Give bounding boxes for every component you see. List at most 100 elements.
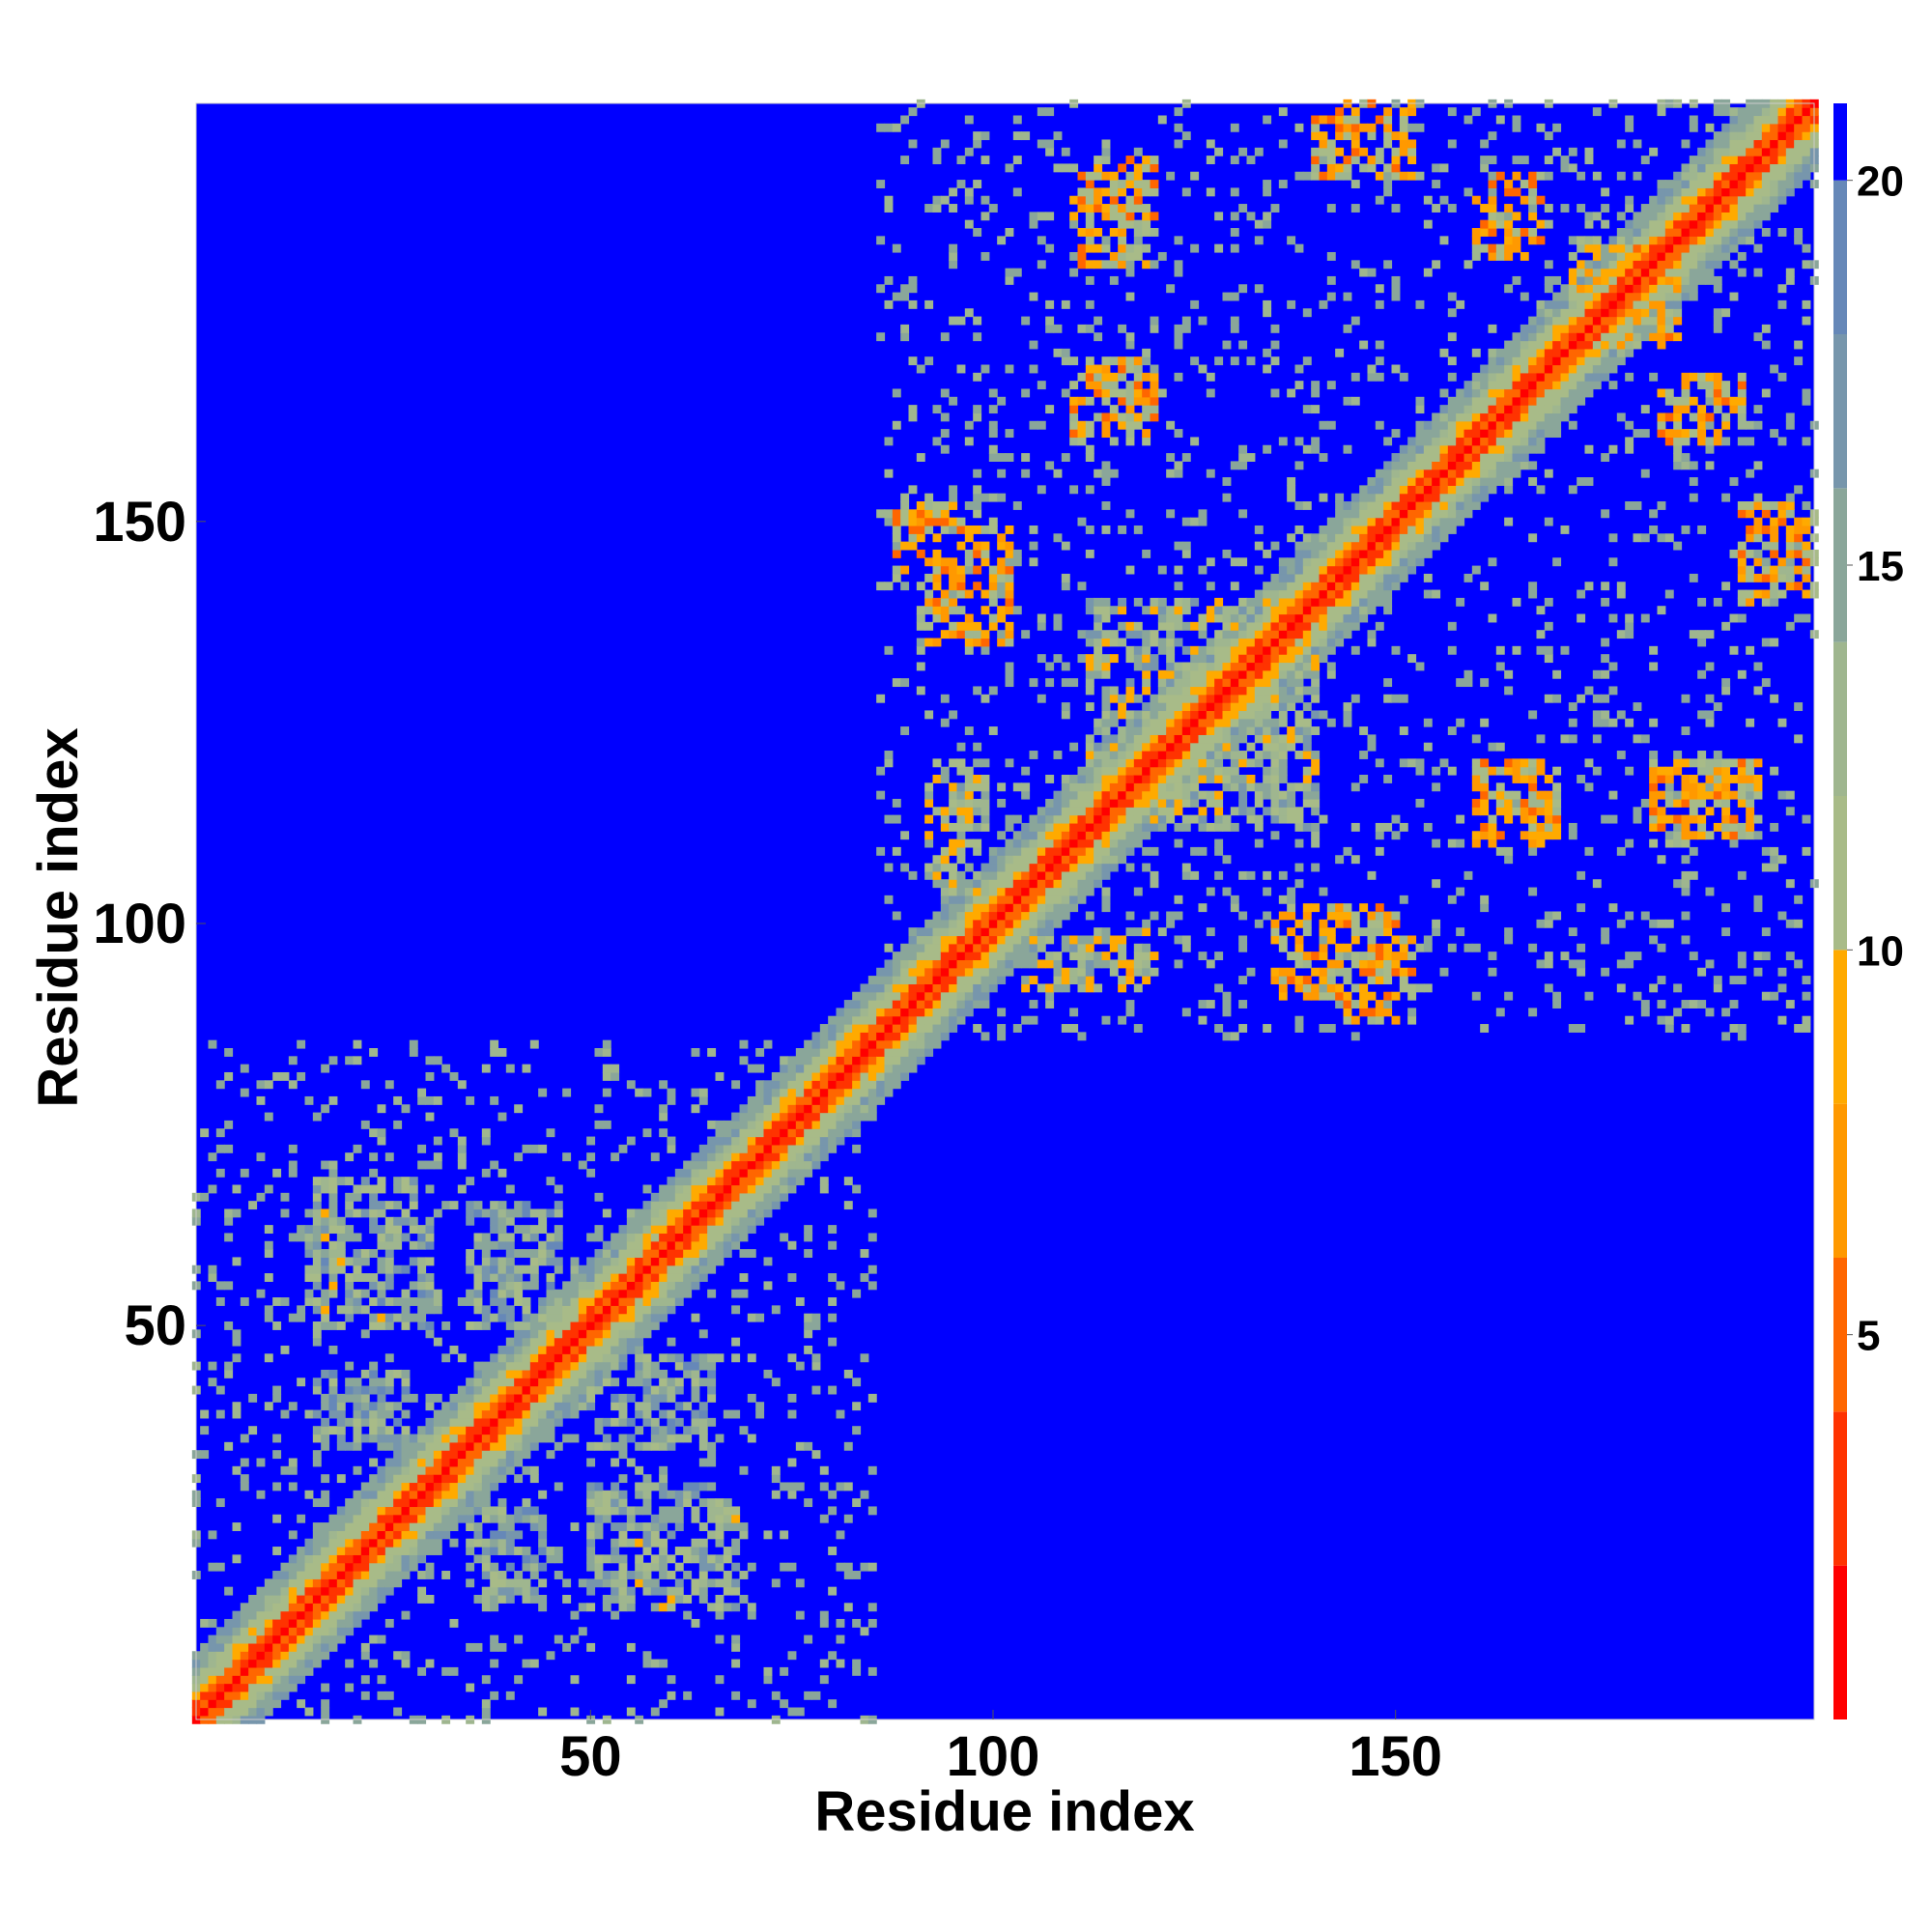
heatmap-cell [1181, 678, 1191, 688]
heatmap-cell [611, 1353, 620, 1363]
heatmap-cell [312, 1627, 322, 1636]
heatmap-cell [457, 1450, 467, 1460]
heatmap-cell [1181, 131, 1191, 141]
heatmap-cell [674, 1514, 684, 1523]
heatmap-cell [505, 1538, 515, 1548]
heatmap-cell [828, 1048, 838, 1057]
heatmap-cell [1029, 903, 1038, 913]
heatmap-cell [715, 1434, 724, 1443]
heatmap-cell [916, 606, 925, 615]
heatmap-cell [336, 1554, 346, 1564]
heatmap-cell [1270, 734, 1280, 744]
heatmap-cell [1206, 388, 1215, 398]
heatmap-cell [876, 1008, 886, 1017]
heatmap-cell [1150, 846, 1159, 856]
heatmap-cell [594, 1321, 604, 1330]
heatmap-cell [780, 1064, 789, 1073]
heatmap-cell [1101, 525, 1111, 534]
heatmap-cell [715, 1192, 724, 1202]
heatmap-cell [1198, 710, 1208, 720]
heatmap-cell [698, 1522, 708, 1531]
heatmap-cell [980, 863, 990, 872]
heatmap-cell [747, 1152, 756, 1162]
heatmap-cell [698, 1201, 708, 1210]
heatmap-cell [473, 1538, 483, 1548]
heatmap-cell [1069, 831, 1079, 840]
heatmap-cell [916, 983, 925, 993]
heatmap-cell [1190, 734, 1200, 744]
heatmap-cell [956, 976, 966, 985]
heatmap-cell [1190, 597, 1200, 607]
heatmap-cell [345, 1683, 355, 1692]
heatmap-cell [272, 1699, 282, 1709]
heatmap-cell [635, 1329, 644, 1339]
heatmap-cell [481, 1434, 491, 1443]
heatmap-cell [529, 1441, 539, 1451]
heatmap-cell [312, 1112, 322, 1122]
heatmap-cell [1198, 364, 1208, 374]
heatmap-cell [691, 1426, 700, 1435]
heatmap-cell [353, 1441, 362, 1451]
heatmap-cell [1118, 726, 1127, 735]
heatmap-cell [208, 1666, 217, 1676]
heatmap-cell [449, 1482, 459, 1492]
heatmap-cell [804, 1104, 813, 1114]
heatmap-cell [973, 976, 982, 985]
heatmap-cell [852, 1056, 862, 1065]
heatmap-cell [360, 1554, 370, 1564]
heatmap-cell [1094, 863, 1103, 872]
heatmap-cell [554, 1305, 563, 1315]
heatmap-cell [698, 1184, 708, 1194]
heatmap-cell [1214, 645, 1224, 655]
heatmap-cell [1150, 156, 1159, 165]
heatmap-cell [659, 1264, 668, 1274]
heatmap-cell [1101, 935, 1111, 945]
heatmap-cell [618, 1506, 628, 1516]
heatmap-cell [353, 1618, 362, 1628]
heatmap-cell [811, 1120, 821, 1129]
heatmap-cell [554, 1393, 563, 1403]
heatmap-cell [586, 1289, 596, 1298]
heatmap-cell [804, 1120, 813, 1129]
heatmap-cell [611, 1538, 620, 1548]
heatmap-cell [1238, 935, 1248, 945]
heatmap-cell [1133, 412, 1143, 422]
heatmap-cell [980, 195, 990, 205]
heatmap-cell [1302, 734, 1312, 744]
heatmap-cell [674, 1353, 684, 1363]
heatmap-cell [522, 1450, 531, 1460]
heatmap-cell [1085, 549, 1094, 558]
heatmap-cell [1101, 686, 1111, 696]
heatmap-cell [401, 1571, 411, 1579]
heatmap-cell [505, 1233, 515, 1242]
heatmap-cell [916, 501, 925, 510]
heatmap-cell [852, 1008, 862, 1017]
heatmap-cell [256, 1289, 266, 1298]
heatmap-cell [715, 1578, 724, 1588]
heatmap-cell [908, 284, 918, 294]
heatmap-cell [1037, 381, 1046, 390]
heatmap-cell [353, 1273, 362, 1282]
heatmap-cell [1029, 870, 1038, 880]
heatmap-cell [490, 1594, 499, 1604]
heatmap-cell [256, 1458, 266, 1467]
heatmap-cell [288, 1603, 298, 1612]
heatmap-cell [1214, 838, 1224, 848]
heatmap-cell [441, 1514, 451, 1523]
heatmap-cell [860, 1071, 869, 1081]
heatmap-cell [369, 1571, 379, 1579]
heatmap-cell [892, 983, 901, 993]
heatmap-cell [1174, 372, 1183, 382]
heatmap-cell [674, 1177, 684, 1186]
heatmap-cell [304, 1264, 314, 1274]
heatmap-cell [997, 895, 1007, 904]
heatmap-cell [1238, 461, 1248, 470]
heatmap-cell [667, 1297, 676, 1306]
heatmap-cell [956, 911, 966, 921]
heatmap-cell [586, 1547, 596, 1555]
heatmap-cell [1142, 163, 1151, 173]
heatmap-cell [1053, 807, 1063, 816]
heatmap-cell [1174, 758, 1183, 768]
heatmap-cell [1206, 822, 1215, 832]
heatmap-cell [1077, 171, 1087, 181]
